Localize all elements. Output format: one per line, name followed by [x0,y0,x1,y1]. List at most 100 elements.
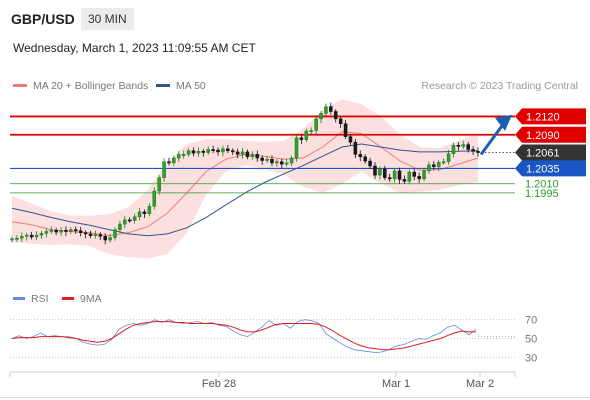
candle-body [98,234,103,237]
candle-body [309,130,313,132]
candle [152,187,157,210]
candle-body [127,219,132,222]
candle-body [142,211,147,214]
candle-body [15,237,19,240]
candle [78,226,83,237]
candle [314,114,318,135]
candle [24,232,29,241]
candle-body [275,161,279,164]
candle [397,167,402,184]
candle [69,227,73,234]
candle [98,232,103,241]
candle-body [294,137,299,159]
legend-rsi: RSI [13,293,49,305]
candle [378,166,382,180]
candle [294,134,299,162]
candle [432,160,436,171]
candle-body [177,154,181,159]
candle-body [422,170,426,180]
candle-body [436,162,441,167]
candle [44,228,49,238]
candle [240,147,245,159]
candle-body [368,160,372,167]
legend-rsi-ma-label: 9MA [80,293,102,305]
candle [461,140,466,149]
chart-header: GBP/USD 30 MIN [0,0,590,38]
candle [407,169,412,185]
candle-body [412,171,417,177]
candle-body [402,179,407,182]
candle [172,155,176,166]
level-tag-shape [515,160,586,177]
candle-body [191,150,196,154]
candle-body [358,154,363,158]
candle [363,154,367,164]
candle-body [44,231,49,234]
candle [383,165,387,181]
candle-body [451,144,456,154]
candle-body [186,150,191,155]
candle [299,133,304,144]
candle-body [343,123,348,137]
candle-body [29,234,34,238]
candle [446,149,451,165]
candle [103,233,107,245]
candle [353,138,358,159]
rsi-tick-50: 50 [525,334,537,346]
candle-body [353,141,358,155]
candle [436,159,441,171]
candle-body [216,149,220,153]
candle-body [181,154,186,156]
timeframe-badge[interactable]: 30 MIN [81,8,134,30]
candle [216,147,220,156]
candle-body [338,118,343,125]
candle-body [69,229,73,232]
candle-body [319,113,323,120]
candle-body [314,118,318,131]
timestamp: Wednesday, March 1, 2023 11:09:55 AM CET [13,41,256,55]
candle [206,146,210,155]
candle [20,232,24,242]
candle-body [387,177,392,180]
candle-body [255,154,260,159]
candle [373,162,377,179]
level-label-1-1995: 1.1995 [525,188,559,200]
candle-body [201,151,206,153]
candle-body [221,148,225,153]
candle [441,158,446,165]
rsi-tick-30: 30 [525,352,537,364]
candle-body [132,216,137,221]
candle [191,147,196,157]
candle-body [73,229,78,232]
time-tick-label: Feb 28 [202,378,236,390]
level-tag-text: 1.2035 [526,163,560,175]
candle [289,155,294,166]
candle-body [49,229,54,232]
legend-ma50-label: MA 50 [176,80,206,92]
level-tag-1-2120: 1.2120 [515,108,586,125]
candle-body [20,236,24,239]
candle [211,145,215,154]
candle-body [476,151,480,153]
candle-body [427,164,431,172]
candle [230,148,235,155]
candle [476,147,480,157]
candle [402,175,407,184]
candle [456,141,461,151]
candle-body [466,144,470,150]
candle-body [378,168,382,176]
candle [49,226,54,234]
candle [319,110,323,124]
candle-body [113,229,117,238]
candle [275,159,279,167]
level-tag-1-2061: 1.2061 [515,144,586,161]
candle-body [250,154,255,158]
candle-body [446,153,451,162]
candle [127,217,132,223]
candle-body [461,144,466,147]
candle [39,230,44,239]
candle [157,175,161,195]
candle [280,158,284,169]
